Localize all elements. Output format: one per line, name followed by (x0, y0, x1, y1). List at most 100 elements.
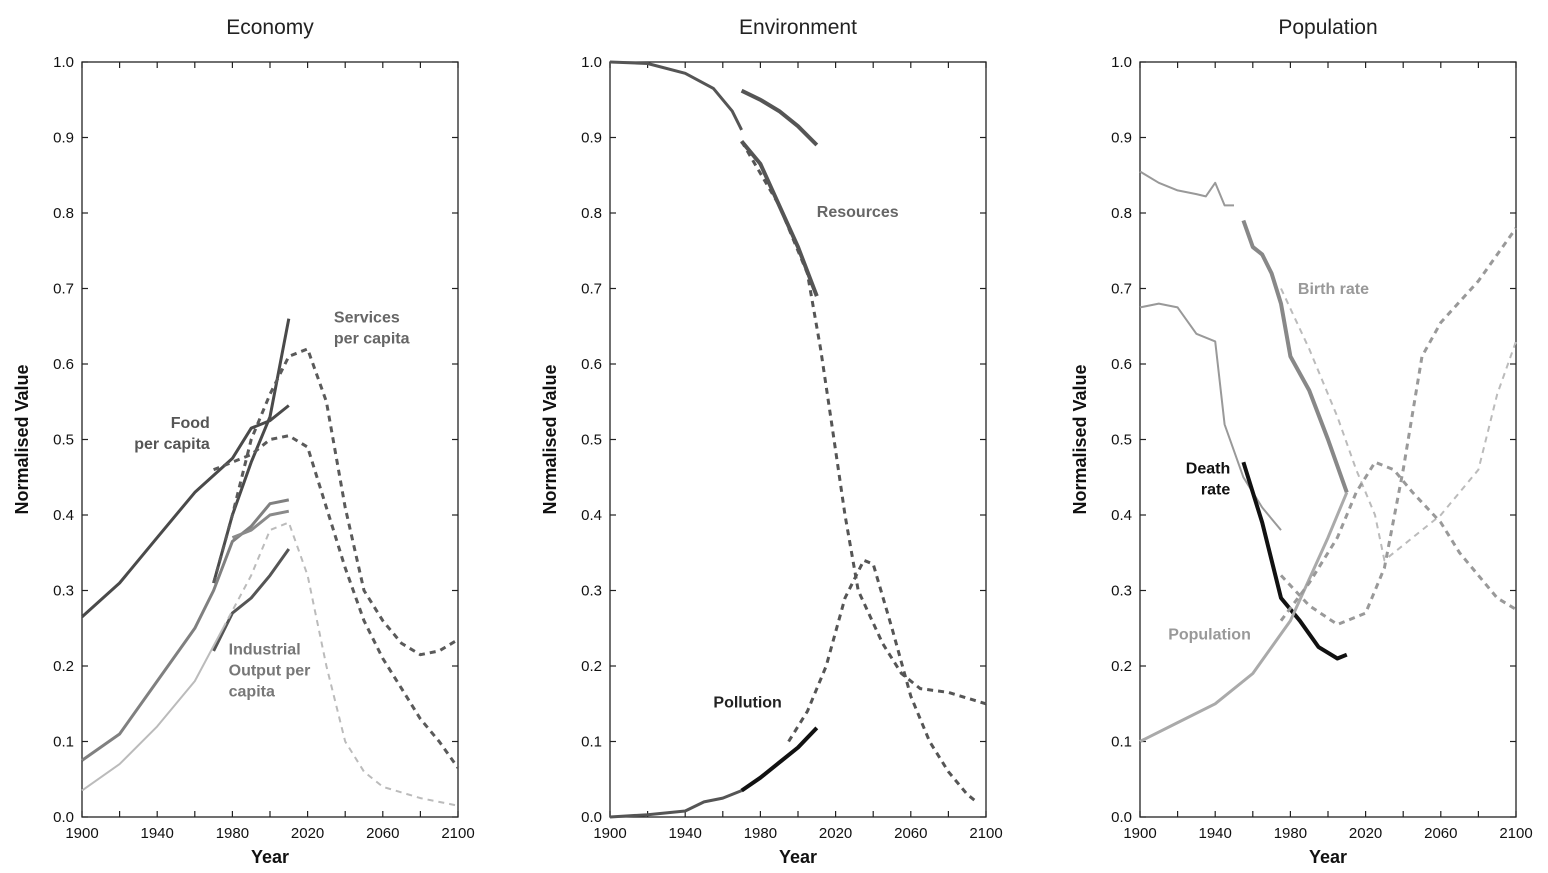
series-line-resources (740, 140, 819, 297)
y-tick-label: 0.2 (53, 658, 74, 675)
y-tick-label: 0.4 (53, 507, 74, 524)
y-tick-label: 0.5 (1111, 432, 1132, 449)
x-tick-label: 2100 (969, 825, 1002, 842)
plot-frame (609, 61, 987, 818)
annotation-line: Output per (229, 663, 311, 680)
series-line-birth-rate (1241, 219, 1349, 494)
y-tick-label: 0.0 (53, 809, 74, 826)
series-annotation: Food per capita (134, 415, 210, 453)
series-annotation: Services per capita (334, 309, 410, 347)
series-line-resources (740, 88, 819, 147)
x-tick-label: 1940 (669, 825, 702, 842)
annotation-line: per capita (334, 330, 410, 347)
annotation-line: Birth rate (1298, 281, 1369, 298)
y-axis-title: Normalised Value (540, 364, 560, 514)
y-tick-label: 0.6 (581, 356, 602, 373)
x-tick-label: 1900 (593, 825, 626, 842)
series-line-resources (740, 140, 987, 706)
y-tick-label: 0.8 (53, 205, 74, 222)
annotation-line: Population (1168, 627, 1251, 644)
series-annotation: Industrial Output per capita (229, 642, 311, 701)
panel-title: Population (1278, 16, 1377, 39)
x-tick-label: 2020 (291, 825, 324, 842)
chart-panel-1: Environment 0.0 0.1 0.2 0.3 0.4 0.5 0.6 0.7 0.8 0.… (540, 16, 1003, 867)
annotation-line: capita (229, 684, 275, 701)
x-tick-label: 2100 (441, 825, 474, 842)
y-tick-label: 0.4 (1111, 507, 1132, 524)
y-tick-label: 0.8 (1111, 205, 1132, 222)
y-tick-label: 1.0 (1111, 54, 1132, 71)
x-tick-label: 2060 (366, 825, 399, 842)
annotation-line: rate (1201, 481, 1230, 498)
series-line-pollution (787, 558, 978, 804)
x-tick-label: 2020 (819, 825, 852, 842)
chart-panel-0: Economy 0.0 0.1 0.2 0.3 0.4 0.5 0.6 0.7 0.8 0.9 1.0… (12, 16, 475, 867)
y-tick-label: 0.4 (581, 507, 602, 524)
y-tick-label: 0.3 (581, 583, 602, 600)
y-tick-label: 0.2 (581, 658, 602, 675)
series-line-food-per-capita (213, 434, 460, 769)
x-tick-label: 1900 (65, 825, 98, 842)
x-tick-label: 1980 (216, 825, 249, 842)
y-tick-label: 0.2 (1111, 658, 1132, 675)
series-line-population (1139, 491, 1349, 743)
y-tick-label: 0.1 (1111, 734, 1132, 751)
x-tick-label: 1940 (1199, 825, 1232, 842)
series-line-population (1279, 460, 1517, 622)
series-annotation: Pollution (713, 695, 781, 712)
x-tick-label: 2020 (1349, 825, 1382, 842)
series-line-industrial-output-per-capita (212, 548, 291, 652)
y-tick-label: 0.5 (581, 432, 602, 449)
y-tick-label: 0.5 (53, 432, 74, 449)
y-tick-label: 0.9 (1111, 130, 1132, 147)
y-tick-label: 1.0 (581, 54, 602, 71)
x-axis-title: Year (779, 847, 817, 867)
series-line-food-per-capita (80, 404, 290, 619)
annotation-line: per capita (134, 436, 210, 453)
panel-title: Environment (739, 16, 857, 39)
annotation-line: Food (171, 415, 210, 432)
x-tick-label: 2060 (894, 825, 927, 842)
x-axis-title: Year (1309, 847, 1347, 867)
y-tick-label: 0.7 (1111, 281, 1132, 298)
y-tick-label: 0.9 (581, 130, 602, 147)
y-axis-title: Normalised Value (1070, 364, 1090, 514)
x-tick-label: 1940 (141, 825, 174, 842)
annotation-line: Services (334, 309, 400, 326)
series-line-pollution (740, 726, 819, 793)
series-line-industrial-output-per-capita (231, 509, 290, 539)
series-line-resources (609, 60, 743, 131)
annotation-line: Pollution (713, 695, 781, 712)
y-tick-label: 0.1 (53, 734, 74, 751)
y-tick-label: 0.3 (1111, 583, 1132, 600)
y-tick-label: 0.6 (1111, 356, 1132, 373)
y-tick-label: 0.8 (581, 205, 602, 222)
annotation-line: Industrial (229, 642, 301, 659)
series-annotation: Birth rate (1298, 281, 1369, 298)
y-tick-label: 0.7 (53, 281, 74, 298)
series-line-services-per-capita (212, 347, 459, 657)
y-tick-label: 0.9 (53, 130, 74, 147)
y-tick-label: 0.1 (581, 734, 602, 751)
x-tick-label: 1900 (1123, 825, 1156, 842)
series-line-industrial-output-per-capita (81, 498, 290, 762)
x-tick-label: 1980 (744, 825, 777, 842)
series-annotation: Death rate (1186, 460, 1231, 498)
panel-title: Economy (226, 16, 314, 39)
series-line-industrial-output-per-capita (81, 627, 224, 792)
chart-panel-2: Population 0.0 0.1 0.2 0.3 0.4 0.5 0.6 0.7 0.8 0.9… (1070, 16, 1533, 867)
y-tick-label: 0.0 (581, 809, 602, 826)
series-annotation: Resources (817, 204, 899, 221)
series-line-death-rate (1241, 461, 1348, 661)
y-tick-label: 1.0 (53, 54, 74, 71)
x-axis-title: Year (251, 847, 289, 867)
series-line-birth-rate (1139, 170, 1234, 207)
series-line-death-rate (1279, 227, 1518, 626)
series-annotation: Population (1168, 627, 1251, 644)
y-axis-title: Normalised Value (12, 364, 32, 514)
x-tick-label: 2100 (1499, 825, 1532, 842)
y-tick-label: 0.7 (581, 281, 602, 298)
annotation-line: Resources (817, 204, 899, 221)
y-tick-label: 0.3 (53, 583, 74, 600)
